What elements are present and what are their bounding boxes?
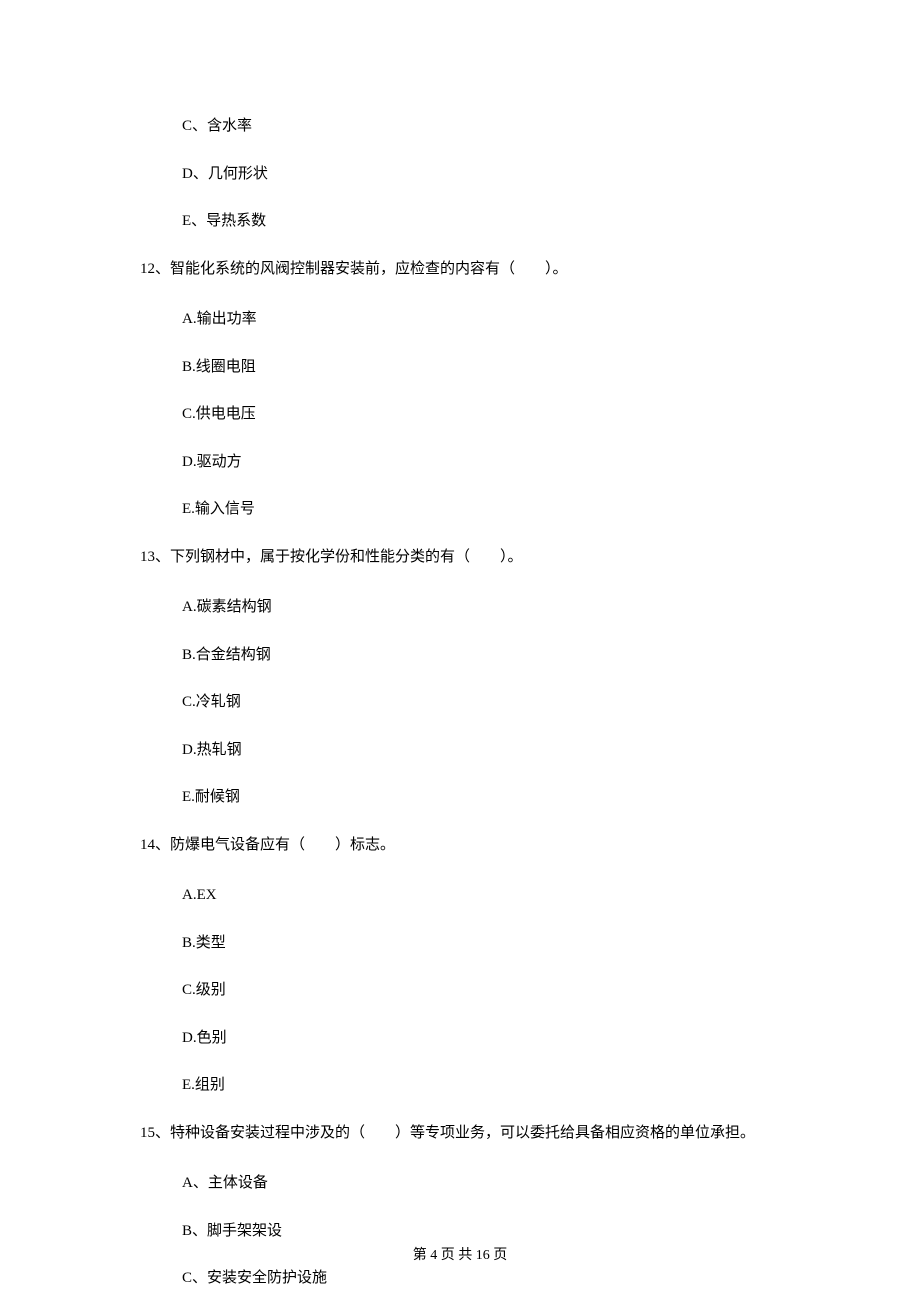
option-text: C.供电电压 <box>140 403 780 426</box>
option-text: B.类型 <box>140 932 780 955</box>
option-text: C.级别 <box>140 979 780 1002</box>
question-15: 15、特种设备安装过程中涉及的（ ）等专项业务，可以委托给具备相应资格的单位承担… <box>140 1122 780 1145</box>
question-number: 13 <box>140 549 155 565</box>
question-text: 、特种设备安装过程中涉及的（ ）等专项业务，可以委托给具备相应资格的单位承担。 <box>155 1125 755 1141</box>
question-13: 13、下列钢材中，属于按化学份和性能分类的有（ ）。 <box>140 546 780 569</box>
option-text: E、导热系数 <box>140 210 780 233</box>
option-text: A.输出功率 <box>140 308 780 331</box>
page-footer: 第 4 页 共 16 页 <box>0 1244 920 1264</box>
option-text: B.线圈电阻 <box>140 356 780 379</box>
option-text: D.色别 <box>140 1027 780 1050</box>
question-text: 、下列钢材中，属于按化学份和性能分类的有（ ）。 <box>155 549 523 565</box>
question-12: 12、智能化系统的风阀控制器安装前，应检查的内容有（ ）。 <box>140 258 780 281</box>
option-text: D.热轧钢 <box>140 739 780 762</box>
option-text: D、几何形状 <box>140 163 780 186</box>
option-text: C、含水率 <box>140 115 780 138</box>
option-text: A、主体设备 <box>140 1172 780 1195</box>
option-text: D.驱动方 <box>140 451 780 474</box>
option-text: C.冷轧钢 <box>140 691 780 714</box>
page-content: C、含水率 D、几何形状 E、导热系数 12、智能化系统的风阀控制器安装前，应检… <box>0 0 920 1290</box>
option-text: E.输入信号 <box>140 498 780 521</box>
question-14: 14、防爆电气设备应有（ ）标志。 <box>140 834 780 857</box>
question-text: 、智能化系统的风阀控制器安装前，应检查的内容有（ ）。 <box>155 261 568 277</box>
question-number: 12 <box>140 261 155 277</box>
option-text: A.碳素结构钢 <box>140 596 780 619</box>
option-text: E.耐候钢 <box>140 786 780 809</box>
question-number: 14 <box>140 837 155 853</box>
option-text: B.合金结构钢 <box>140 644 780 667</box>
question-text: 、防爆电气设备应有（ ）标志。 <box>155 837 395 853</box>
question-number: 15 <box>140 1125 155 1141</box>
option-text: A.EX <box>140 884 780 907</box>
option-text: B、脚手架架设 <box>140 1220 780 1243</box>
option-text: C、安装安全防护设施 <box>140 1267 780 1290</box>
option-text: E.组别 <box>140 1074 780 1097</box>
